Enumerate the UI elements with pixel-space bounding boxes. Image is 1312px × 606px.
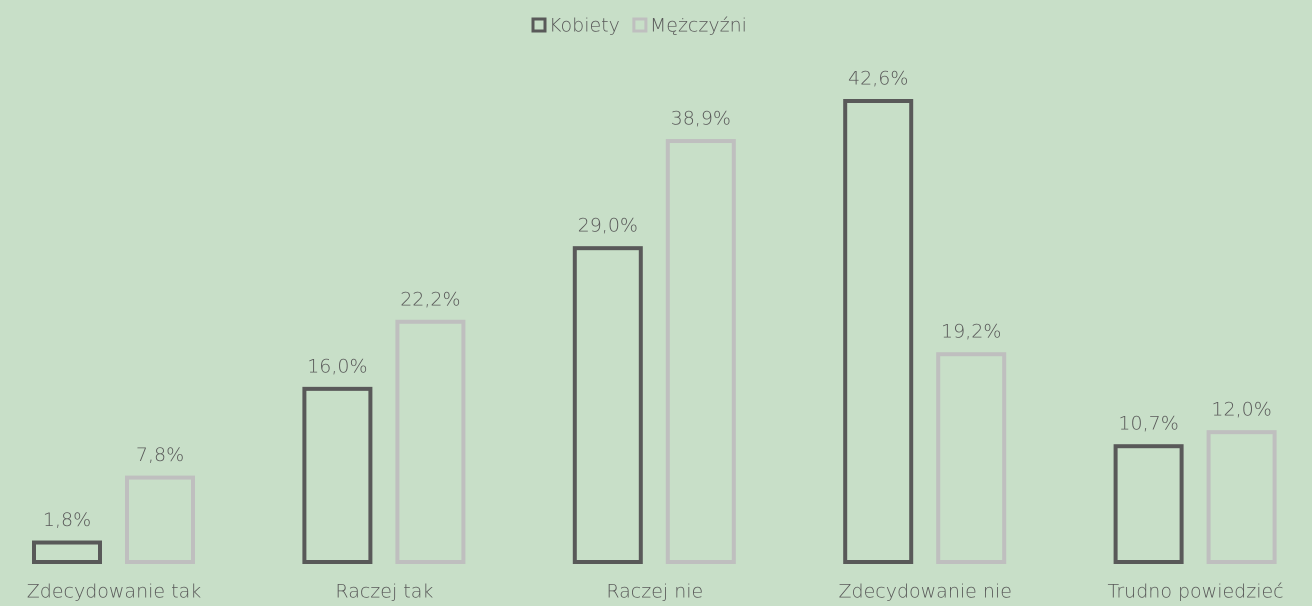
x-tick-label: Raczej tak — [335, 581, 433, 603]
bar — [1113, 444, 1184, 564]
bar — [572, 246, 643, 564]
x-tick-label: Trudno powiedzieć — [1108, 581, 1284, 603]
data-label: 1,8% — [43, 509, 91, 531]
data-label: 12,0% — [1211, 399, 1271, 421]
bar — [32, 540, 102, 564]
x-tick-label: Raczej nie — [606, 581, 703, 603]
data-label: 38,9% — [671, 108, 731, 130]
data-label: 22,2% — [400, 288, 460, 310]
bar — [665, 139, 736, 564]
data-label: 19,2% — [941, 321, 1001, 343]
bar — [302, 386, 373, 564]
bar — [1206, 430, 1277, 564]
bar — [395, 319, 466, 564]
legend-label: Kobiety — [549, 15, 620, 37]
legend-swatch — [531, 17, 547, 33]
data-label: 29,0% — [578, 215, 638, 237]
legend-swatch — [632, 17, 648, 33]
data-label: 10,7% — [1118, 413, 1178, 435]
x-tick-label: Zdecydowanie nie — [839, 581, 1012, 603]
data-label: 42,6% — [848, 68, 908, 90]
data-label: 16,0% — [307, 355, 367, 377]
x-tick-label: Zdecydowanie tak — [27, 581, 201, 603]
bar — [125, 475, 195, 564]
data-label: 7,8% — [136, 444, 184, 466]
bar — [843, 99, 914, 564]
legend-label: Mężczyźni — [650, 15, 747, 37]
bar — [936, 352, 1007, 564]
